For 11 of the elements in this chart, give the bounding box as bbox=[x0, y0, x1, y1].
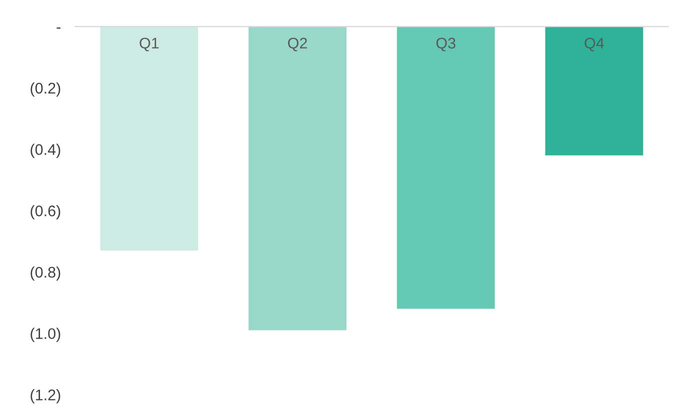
y-tick-label: (1.0) bbox=[30, 328, 60, 342]
x-tick-label: Q2 bbox=[288, 38, 307, 52]
x-tick-label: Q4 bbox=[584, 38, 604, 52]
y-tick-label: (1.2) bbox=[30, 389, 60, 404]
y-tick-label: (0.4) bbox=[30, 144, 60, 158]
y-tick-label: (0.8) bbox=[30, 266, 60, 281]
x-tick-label: Q1 bbox=[140, 38, 159, 52]
y-tick-label: (0.2) bbox=[30, 82, 60, 97]
y-tick-label: - bbox=[56, 27, 60, 29]
x-tick-label: Q3 bbox=[436, 38, 456, 52]
y-tick-label: (0.6) bbox=[30, 205, 60, 220]
